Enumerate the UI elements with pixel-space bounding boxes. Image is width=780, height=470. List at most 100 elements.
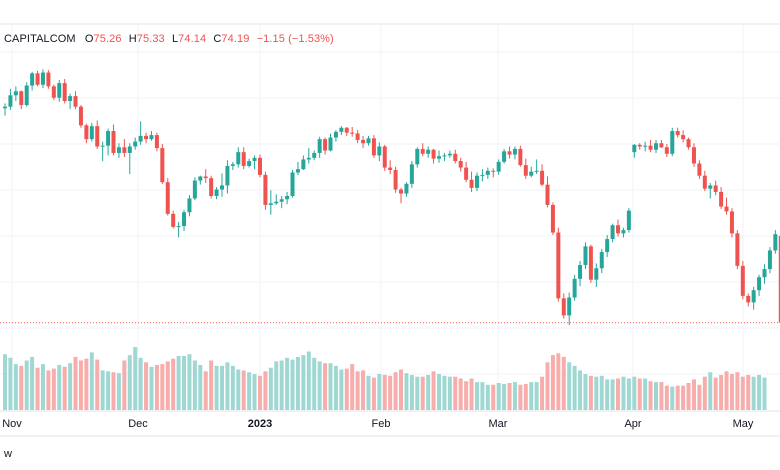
volume-bar bbox=[637, 378, 642, 410]
candle-body bbox=[241, 152, 246, 166]
volume-bar bbox=[344, 368, 349, 410]
volume-bar bbox=[702, 376, 707, 410]
candle-body bbox=[670, 131, 675, 154]
volume-bar bbox=[605, 379, 610, 410]
candle-body bbox=[561, 298, 566, 316]
candle-body bbox=[355, 133, 360, 140]
volume-bar bbox=[393, 372, 398, 410]
candle-body bbox=[333, 131, 338, 138]
volume-bar bbox=[610, 379, 615, 410]
volume-bar bbox=[502, 383, 507, 410]
candle-body bbox=[719, 191, 724, 207]
candle-body bbox=[458, 161, 463, 168]
volume-bar bbox=[751, 376, 756, 410]
volume-bar bbox=[561, 356, 566, 410]
candle-body bbox=[51, 86, 56, 98]
candle-body bbox=[621, 230, 626, 234]
candle-body bbox=[306, 157, 311, 160]
candle-body bbox=[133, 141, 138, 147]
candle-body bbox=[78, 106, 83, 126]
candle-body bbox=[111, 131, 116, 153]
candle-body bbox=[702, 175, 707, 189]
candle-body bbox=[523, 165, 528, 176]
volume-bar bbox=[68, 363, 73, 410]
volume-bar bbox=[453, 376, 458, 410]
x-tick-label: 2023 bbox=[247, 418, 273, 430]
volume-bar bbox=[214, 365, 219, 410]
candle-body bbox=[182, 212, 187, 227]
volume-bar bbox=[664, 385, 669, 410]
candle-body bbox=[740, 265, 745, 296]
volume-bar bbox=[317, 361, 322, 410]
candle-body bbox=[567, 297, 572, 316]
candle-body bbox=[681, 135, 686, 140]
volume-bar bbox=[149, 366, 154, 410]
volume-bar bbox=[236, 369, 241, 410]
volume-bar bbox=[643, 378, 648, 410]
volume-bar bbox=[187, 354, 192, 410]
volume-bar bbox=[469, 378, 474, 410]
volume-bar bbox=[366, 375, 371, 410]
candle-body bbox=[160, 148, 165, 183]
volume-bar bbox=[203, 371, 208, 410]
candle-body bbox=[377, 146, 382, 156]
volume-bar bbox=[578, 370, 583, 410]
volume-bar bbox=[512, 382, 517, 410]
candle-body bbox=[659, 143, 664, 148]
volume-bar bbox=[290, 359, 295, 410]
volume-bar bbox=[583, 374, 588, 410]
volume-bar bbox=[540, 376, 545, 410]
close-label: C bbox=[213, 33, 222, 45]
candle-body bbox=[583, 246, 588, 266]
candle-body bbox=[773, 234, 778, 251]
x-tick-label: Mar bbox=[488, 418, 508, 430]
volume-bar bbox=[73, 356, 78, 410]
candle-body bbox=[187, 198, 192, 213]
candle-body bbox=[491, 170, 496, 172]
volume-bar bbox=[339, 369, 344, 410]
volume-bar bbox=[431, 371, 436, 410]
volume-bar bbox=[697, 384, 702, 410]
candle-body bbox=[399, 189, 404, 194]
candle-body bbox=[252, 157, 257, 162]
volume-bar bbox=[588, 375, 593, 410]
volume-bar bbox=[708, 372, 713, 410]
volume-bar bbox=[306, 351, 311, 410]
candle-body bbox=[198, 176, 203, 181]
candle-body bbox=[301, 159, 306, 170]
candle-body bbox=[268, 203, 273, 205]
x-tick-label: May bbox=[732, 418, 754, 430]
volume-bar bbox=[567, 362, 572, 410]
x-tick-label: Dec bbox=[128, 418, 148, 430]
candle-body bbox=[534, 170, 539, 172]
candle-body bbox=[550, 204, 555, 233]
volume-bar bbox=[686, 383, 691, 410]
candle-body bbox=[149, 135, 154, 140]
volume-bar bbox=[51, 368, 56, 410]
volume-bar bbox=[545, 362, 550, 410]
candle-body bbox=[713, 185, 718, 192]
change-value: −1.15 (−1.53%) bbox=[256, 33, 334, 45]
candle-body bbox=[757, 277, 762, 291]
volume-bar bbox=[355, 371, 360, 410]
candle-body bbox=[8, 95, 13, 107]
volume-bar bbox=[323, 363, 328, 410]
candle-body bbox=[13, 91, 18, 96]
candle-body bbox=[778, 235, 780, 323]
volume-bar bbox=[57, 365, 62, 410]
candle-body bbox=[220, 185, 224, 190]
candle-body bbox=[339, 127, 344, 132]
candle-body bbox=[361, 139, 366, 144]
volume-bar bbox=[274, 361, 279, 410]
candle-body bbox=[35, 73, 40, 85]
candle-body bbox=[480, 174, 485, 176]
candle-body bbox=[485, 170, 490, 175]
candle-body bbox=[144, 135, 149, 140]
candle-body bbox=[572, 278, 577, 298]
open-label: O bbox=[84, 33, 94, 45]
volume-bar bbox=[350, 364, 355, 410]
candle-body bbox=[290, 172, 295, 196]
volume-bar bbox=[95, 359, 100, 410]
